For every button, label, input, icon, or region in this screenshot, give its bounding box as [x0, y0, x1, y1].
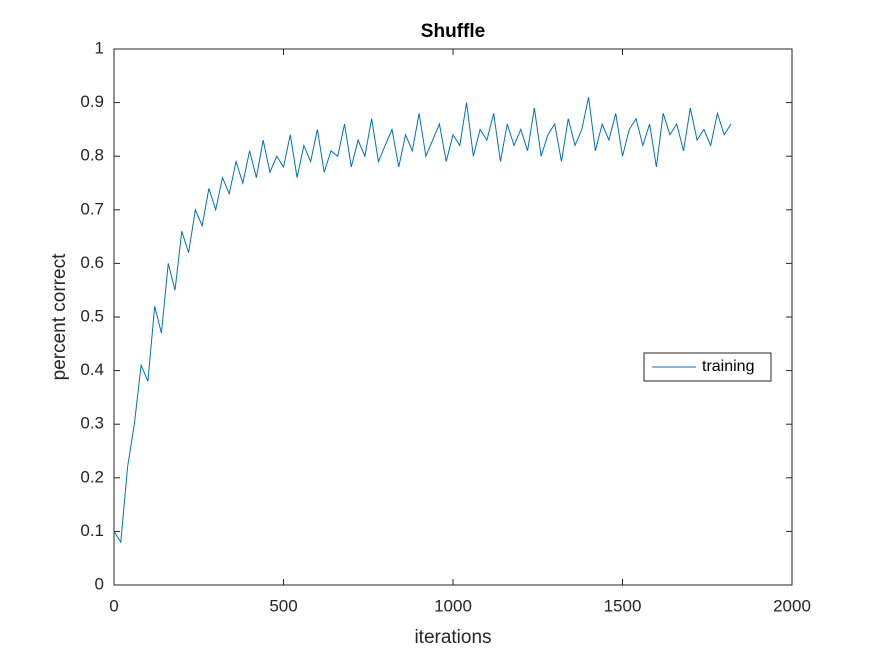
y-tick-label: 0 — [95, 574, 104, 593]
y-tick-label: 1 — [95, 38, 104, 57]
y-tick-label: 0.2 — [80, 467, 104, 486]
x-tick-label: 2000 — [773, 596, 811, 615]
y-tick-label: 0.7 — [80, 199, 104, 218]
y-axis-label: percent correct — [49, 253, 70, 380]
y-tick-label: 0.9 — [80, 92, 104, 111]
legend-label: training — [702, 358, 754, 375]
x-tick-label: 1000 — [434, 596, 472, 615]
plot-frame — [113, 48, 793, 586]
x-tick-label: 500 — [269, 596, 297, 615]
data-line — [113, 97, 732, 544]
x-tick-label: 1500 — [604, 596, 642, 615]
x-axis-label: iterations — [414, 627, 491, 648]
chart-title: Shuffle — [421, 21, 485, 42]
y-tick-label: 0.6 — [80, 253, 104, 272]
y-tick-label: 0.4 — [80, 360, 104, 379]
x-tick-label: 0 — [109, 596, 118, 615]
y-tick-label: 0.3 — [80, 414, 104, 433]
y-tick-label: 0.8 — [80, 146, 104, 165]
y-tick-label: 0.1 — [80, 521, 104, 540]
y-tick-label: 0.5 — [80, 306, 104, 325]
